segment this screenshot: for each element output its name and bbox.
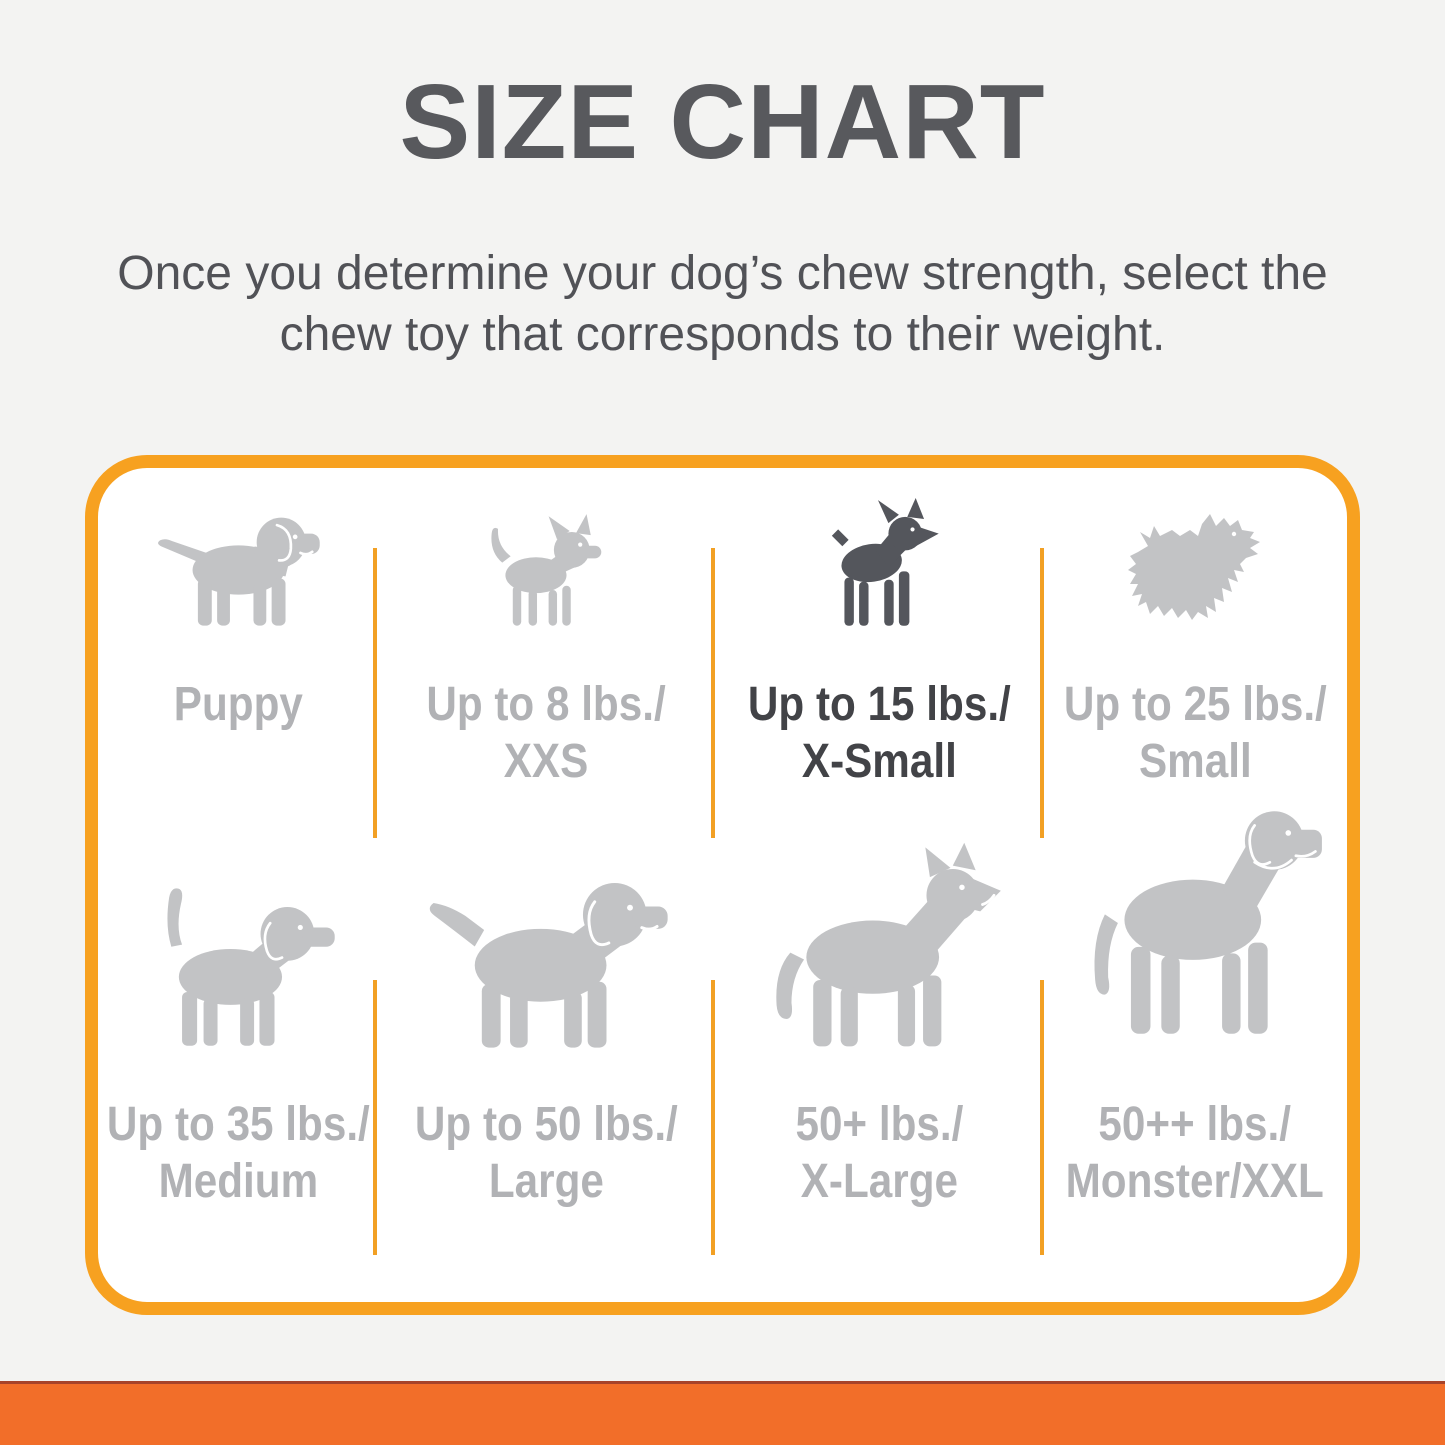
size-label-line2: Medium	[158, 1155, 318, 1208]
size-label: Puppy	[173, 676, 302, 733]
size-grid: Puppy	[98, 468, 1347, 1302]
beagle-dog-icon	[166, 888, 335, 1046]
size-label: 50++ lbs./ Monster/XXL	[1066, 1096, 1324, 1210]
size-cell-xxs: Up to 8 lbs./ XXS	[378, 468, 715, 870]
yorkshire-terrier-dog-icon	[1127, 514, 1260, 620]
column-divider	[711, 548, 715, 838]
dog-silhouette-box	[1068, 811, 1323, 1050]
size-label-line1: Up to 15 lbs./	[747, 678, 1011, 731]
size-cell-puppy: Puppy	[98, 468, 378, 870]
size-label-line1: Up to 25 lbs./	[1063, 678, 1327, 731]
dog-silhouette-box	[153, 468, 324, 630]
footer-accent-bar	[0, 1381, 1445, 1445]
size-cell-small: Up to 25 lbs./ Small	[1043, 468, 1347, 870]
size-cell-x-small: Up to 15 lbs./ X-Small	[715, 468, 1043, 870]
size-label-line1: 50+ lbs./	[795, 1098, 963, 1151]
size-label: Up to 50 lbs./ Large	[415, 1096, 678, 1210]
great-dane-dog-icon	[1093, 811, 1322, 1034]
size-label-line1: Up to 35 lbs./	[106, 1098, 370, 1151]
size-label-line1: Puppy	[173, 678, 303, 731]
size-cell-x-large: 50+ lbs./ X-Large	[715, 842, 1043, 1302]
size-label-line2: Large	[488, 1155, 605, 1208]
column-divider	[1040, 548, 1044, 838]
size-label: Up to 35 lbs./ Medium	[107, 1096, 370, 1210]
labrador-puppy-dog-icon	[157, 517, 320, 626]
miniature-pinscher-dog-icon	[831, 498, 939, 626]
size-label-line2: Small	[1138, 735, 1252, 788]
size-label-line1: Up to 8 lbs./	[426, 678, 667, 731]
size-chart-panel: Puppy	[85, 455, 1360, 1315]
column-divider	[1040, 980, 1044, 1255]
size-label-line2: XXS	[504, 735, 589, 788]
size-label-line2: X-Small	[801, 735, 957, 788]
dog-silhouette-box	[139, 870, 338, 1050]
chihuahua-dog-icon	[491, 514, 602, 626]
size-cell-medium: Up to 35 lbs./ Medium	[98, 870, 378, 1302]
size-label: Up to 15 lbs./ X-Small	[748, 676, 1011, 790]
dog-silhouette-box	[813, 468, 945, 630]
dog-silhouette-box	[1118, 468, 1273, 630]
labrador-dog-icon	[429, 882, 668, 1048]
size-label-line2: Monster/XXL	[1065, 1155, 1325, 1208]
page-subtitle: Once you determine your dog’s chew stren…	[0, 243, 1445, 365]
dog-silhouette-box	[756, 842, 1002, 1050]
column-divider	[373, 548, 377, 838]
dog-silhouette-box	[481, 468, 612, 630]
subtitle-line-2: chew toy that corresponds to their weigh…	[279, 308, 1166, 361]
size-label: 50+ lbs./ X-Large	[795, 1096, 963, 1210]
dog-silhouette-box	[423, 870, 670, 1050]
cattle-dog-icon	[776, 842, 1001, 1047]
size-label-line1: Up to 50 lbs./	[415, 1098, 678, 1151]
subtitle-line-1: Once you determine your dog’s chew stren…	[117, 247, 1328, 300]
size-cell-large: Up to 50 lbs./ Large	[378, 870, 715, 1302]
size-cell-monster-xxl: 50++ lbs./ Monster/XXL	[1043, 811, 1347, 1302]
size-label: Up to 8 lbs./ XXS	[427, 676, 666, 790]
column-divider	[711, 980, 715, 1255]
page-title: SIZE CHART	[399, 63, 1046, 181]
column-divider	[373, 980, 377, 1255]
size-label-line2: X-Large	[800, 1155, 958, 1208]
size-label-line1: 50++ lbs./	[1098, 1098, 1292, 1151]
size-label: Up to 25 lbs./ Small	[1064, 676, 1327, 790]
